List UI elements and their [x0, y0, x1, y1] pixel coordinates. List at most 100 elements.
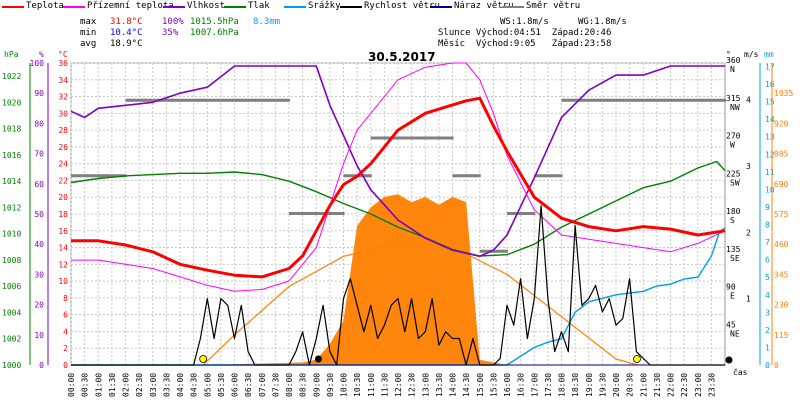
wind-direction-point — [677, 98, 681, 102]
wind-direction-point — [513, 212, 517, 215]
wind-direction-point — [661, 98, 665, 102]
wind-direction-point — [332, 212, 336, 215]
unit-ms: m/s — [744, 50, 759, 59]
wind-direction-point — [675, 98, 679, 102]
wind-direction-point — [298, 212, 302, 215]
tick-time: 04:00 — [176, 373, 185, 397]
wind-direction-point — [607, 98, 611, 102]
wind-direction-point — [375, 136, 379, 140]
wind-direction-point — [432, 136, 436, 140]
wind-direction-point — [302, 212, 306, 215]
tick-pct: 70 — [34, 150, 44, 159]
wind-direction-point — [189, 98, 193, 102]
tick-degc: 18 — [58, 210, 68, 219]
sunrise-marker — [199, 355, 208, 363]
legend-item-smer-vetru: Směr větru — [502, 1, 602, 12]
tick-degc: 28 — [58, 126, 68, 135]
tick-time: 02:30 — [135, 373, 144, 397]
wind-direction-point — [652, 98, 656, 102]
wind-direction-point — [196, 98, 200, 102]
tick-time: 15:30 — [489, 373, 498, 397]
tick-mm: 4 — [765, 291, 770, 300]
tick-time: 23:30 — [707, 373, 716, 397]
wind-direction-point — [284, 98, 288, 102]
legend-swatch — [430, 6, 452, 8]
wind-direction-point — [379, 136, 383, 140]
stat-max-label: max — [80, 17, 97, 27]
wind-direction-point — [443, 136, 447, 140]
stat-max-hum: 100% — [162, 17, 184, 27]
wind-direction-point — [466, 174, 470, 178]
tick-ms: 3 — [746, 162, 751, 171]
tick-mm: 2 — [765, 326, 770, 335]
wind-direction-point — [691, 98, 695, 102]
wind-direction-point — [241, 98, 245, 102]
wind-direction-point — [568, 98, 572, 102]
legend-item-prizemni-teplota: Přízemní teplota — [63, 1, 183, 12]
tick-time: 05:30 — [217, 373, 226, 397]
tick-time: 12:00 — [394, 373, 403, 397]
wind-direction-point — [464, 174, 467, 178]
tick-solar: 345 — [774, 270, 789, 279]
wind-direction-point — [94, 174, 97, 178]
legend-swatch — [163, 6, 185, 8]
wind-direction-point — [205, 98, 209, 102]
wind-direction-point — [523, 212, 527, 215]
tick-dir-compass: SE — [730, 254, 740, 263]
tick-time: 09:00 — [312, 373, 321, 397]
tick-solar: 460 — [774, 240, 789, 249]
wind-direction-point — [448, 136, 452, 140]
stat-min-press: 1007.6hPa — [190, 28, 239, 38]
wind-direction-point — [439, 136, 443, 140]
wind-direction-point — [713, 98, 717, 102]
wind-direction-point — [591, 98, 595, 102]
tick-degc: 32 — [58, 93, 68, 102]
tick-hpa: 1006 — [2, 282, 21, 291]
legend-label: Rychlost větru — [364, 1, 440, 11]
wind-direction-point — [479, 249, 483, 253]
legend-item-vlhkost: Vlhkost — [163, 1, 253, 12]
wind-direction-point — [400, 136, 404, 140]
wind-direction-point — [711, 98, 715, 102]
wind-direction-point — [386, 136, 390, 140]
tick-time: 20:00 — [612, 373, 621, 397]
tick-mm: 1 — [765, 343, 770, 352]
wind-direction-point — [434, 136, 438, 140]
wind-direction-point — [604, 98, 608, 102]
solar-radiation-area — [71, 194, 725, 365]
wind-direction-point — [538, 174, 542, 178]
unit-hpa: hPa — [4, 50, 19, 59]
wind-direction-point — [609, 98, 613, 102]
wind-direction-point — [500, 249, 504, 253]
wind-direction-point — [518, 212, 522, 215]
wind-direction-point — [536, 174, 540, 178]
tick-time: 08:00 — [285, 373, 294, 397]
wind-direction-point — [198, 98, 202, 102]
wind-direction-point — [498, 249, 502, 253]
tick-mm: 9 — [765, 203, 770, 212]
unit-degc: °C — [58, 50, 68, 59]
wind-direction-point — [309, 212, 313, 215]
legend-label: Tlak — [248, 1, 270, 11]
wind-direction-point — [666, 98, 670, 102]
wind-direction-point — [334, 212, 338, 215]
tick-degc: 24 — [58, 160, 68, 169]
wind-direction-point — [595, 98, 599, 102]
wind-direction-point — [436, 136, 440, 140]
wind-direction-point — [84, 174, 88, 178]
wind-direction-point — [341, 212, 345, 215]
wind-direction-point — [620, 98, 624, 102]
tick-time: 03:30 — [162, 373, 171, 397]
wind-direction-point — [225, 98, 229, 102]
wind-direction-point — [484, 249, 488, 253]
wind-direction-point — [566, 98, 570, 102]
wind-direction-point — [370, 136, 374, 140]
wind-direction-point — [139, 98, 143, 102]
series-line-temp — [71, 96, 726, 279]
wind-direction-point — [507, 212, 510, 215]
wind-direction-point — [682, 98, 685, 102]
wind-direction-point — [688, 98, 692, 102]
wind-direction-point — [457, 174, 461, 178]
wind-direction-point — [203, 98, 206, 102]
tick-time: 00:00 — [67, 373, 76, 397]
